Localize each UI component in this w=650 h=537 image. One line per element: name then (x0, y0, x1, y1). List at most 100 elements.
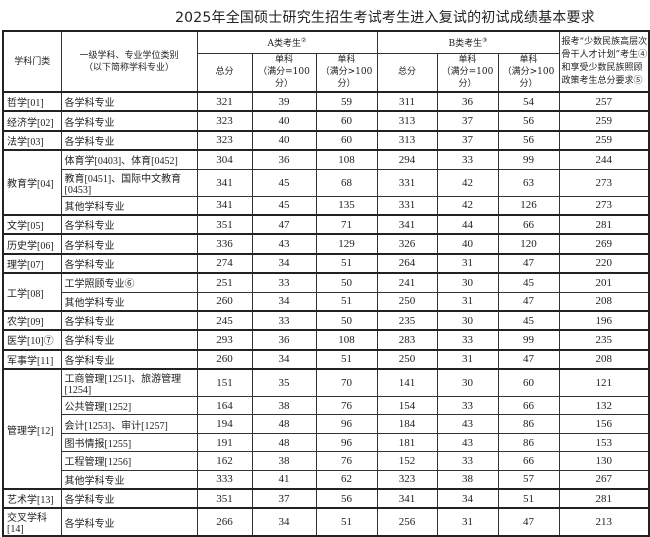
header-group-a-label: A类考生 (267, 38, 302, 49)
a-single-gt-cell: 70 (315, 368, 378, 398)
header-single-gt: （满分>100分） (320, 67, 373, 90)
special-total-cell: 244 (558, 149, 650, 170)
subject-cell: 各学科专业 (60, 488, 198, 509)
category-cell: 历史学[06] (2, 233, 62, 255)
table-row: 医学[10]⑦ 各学科专业 293 36 108 283 33 99 235 (2, 329, 650, 351)
table-row: 其他学科专业 341 45 135 331 42 126 273 (3, 195, 650, 216)
a-single-eq-cell: 34 (251, 348, 317, 370)
b-single-gt-cell: 60 (497, 368, 560, 398)
a-single-eq-cell: 41 (251, 469, 317, 490)
a-total-cell: 162 (196, 451, 253, 471)
b-single-gt-cell: 47 (497, 348, 560, 370)
a-total-cell: 341 (196, 168, 253, 197)
special-total-cell: 130 (558, 451, 650, 471)
subject-cell: 公共管理[1252] (60, 396, 198, 416)
a-single-eq-cell: 38 (251, 396, 317, 416)
a-single-gt-cell: 76 (315, 451, 378, 471)
b-single-eq-cell: 38 (436, 469, 499, 490)
special-total-cell: 269 (558, 233, 650, 255)
header-a-total: 总分 (196, 52, 253, 93)
header-single-eq: （满分=100分） (258, 67, 310, 90)
b-single-gt-cell: 63 (497, 168, 560, 197)
b-total-cell: 326 (376, 233, 438, 255)
a-single-gt-cell: 51 (315, 507, 378, 537)
b-total-cell: 313 (376, 110, 438, 132)
table-row: 教育[0451]、国际中文教育[0453] 341 45 68 331 42 63 273 (3, 168, 650, 197)
subject-cell: 各学科专业 (60, 110, 198, 132)
a-single-eq-cell: 40 (251, 110, 317, 132)
b-total-cell: 264 (376, 252, 438, 274)
subject-cell: 各学科专业 (60, 309, 198, 331)
a-single-gt-cell: 96 (315, 432, 378, 453)
b-total-cell: 184 (376, 414, 438, 434)
b-single-gt-cell: 86 (497, 414, 560, 434)
a-single-eq-cell: 45 (251, 168, 317, 197)
a-single-gt-cell: 60 (315, 110, 378, 132)
a-single-eq-cell: 33 (251, 309, 317, 331)
a-single-gt-cell: 108 (315, 149, 378, 170)
a-single-eq-cell: 43 (251, 233, 317, 255)
special-total-cell: 208 (558, 291, 650, 312)
a-single-eq-cell: 33 (251, 272, 317, 293)
subject-cell: 各学科专业 (60, 90, 198, 112)
header-b-single-eq: 单科 （满分=100分） (436, 52, 499, 93)
a-single-eq-cell: 39 (251, 90, 317, 112)
a-total-cell: 245 (196, 309, 253, 331)
b-single-gt-cell: 47 (497, 252, 560, 274)
a-single-gt-cell: 51 (315, 291, 378, 312)
special-total-cell: 235 (558, 329, 650, 351)
table-row: 图书情报[1255] 191 48 96 181 43 86 153 (3, 432, 650, 453)
table-row: 其他学科专业 260 34 51 250 31 47 208 (3, 291, 650, 312)
subject-cell: 图书情报[1255] (60, 432, 198, 453)
header-b-total: 总分 (376, 52, 438, 93)
a-total-cell: 266 (196, 507, 253, 537)
header-subject-line1: 一级学科、专业学位类别 (79, 50, 179, 61)
a-single-eq-cell: 34 (251, 291, 317, 312)
table-row: 法学[03] 各学科专业 323 40 60 313 37 56 259 (2, 129, 650, 151)
b-total-cell: 323 (376, 469, 438, 490)
a-single-eq-cell: 45 (251, 195, 317, 216)
special-total-cell: 213 (558, 507, 650, 537)
special-total-cell: 121 (558, 368, 650, 398)
category-cell: 管理学[12] (2, 368, 62, 490)
table-row: 历史学[06] 各学科专业 336 43 129 326 40 120 269 (2, 233, 650, 255)
category-cell: 艺术学[13] (2, 488, 62, 509)
a-single-gt-cell: 96 (315, 414, 378, 434)
a-single-eq-cell: 48 (251, 414, 317, 434)
table-row: 军事学[11] 各学科专业 260 34 51 250 31 47 208 (2, 348, 650, 370)
table-row: 工学[08] 工学照顾专业⑥ 251 33 50 241 30 45 201 (2, 272, 650, 312)
table-row: 工程管理[1256] 162 38 76 152 33 66 130 (3, 451, 650, 471)
b-total-cell: 294 (376, 149, 438, 170)
a-total-cell: 333 (196, 469, 253, 490)
special-total-cell: 273 (558, 168, 650, 197)
subject-cell: 各学科专业 (60, 507, 198, 537)
category-cell: 交叉学科[14] (2, 507, 62, 537)
subject-cell: 其他学科专业 (60, 195, 198, 216)
a-total-cell: 260 (196, 348, 253, 370)
subject-cell: 各学科专业 (60, 129, 198, 151)
header-b-single-gt: 单科 （满分>100分） (497, 52, 560, 93)
b-total-cell: 313 (376, 129, 438, 151)
a-total-cell: 304 (196, 149, 253, 170)
b-single-gt-cell: 66 (497, 451, 560, 471)
b-single-eq-cell: 33 (436, 149, 499, 170)
a-single-gt-cell: 71 (315, 213, 378, 235)
score-table: 学科门类 一级学科、专业学位类别 （以下简称学科专业） A类考生② B类考生③ 报… (2, 30, 650, 537)
subject-cell: 各学科专业 (60, 233, 198, 255)
b-total-cell: 341 (376, 488, 438, 509)
b-single-eq-cell: 37 (436, 110, 499, 132)
b-single-eq-cell: 37 (436, 129, 499, 151)
special-total-cell: 267 (558, 469, 650, 490)
b-total-cell: 181 (376, 432, 438, 453)
special-total-cell: 153 (558, 432, 650, 453)
a-total-cell: 351 (196, 488, 253, 509)
subject-cell: 工程管理[1256] (60, 451, 198, 471)
a-single-gt-cell: 108 (315, 329, 378, 351)
b-total-cell: 241 (376, 272, 438, 293)
a-single-gt-cell: 51 (315, 252, 378, 274)
header-a-single-eq: 单科 （满分=100分） (251, 52, 317, 93)
a-single-eq-cell: 40 (251, 129, 317, 151)
subject-cell: 工学照顾专业⑥ (60, 272, 198, 293)
a-single-gt-cell: 62 (315, 469, 378, 490)
category-cell: 工学[08] (2, 272, 62, 312)
